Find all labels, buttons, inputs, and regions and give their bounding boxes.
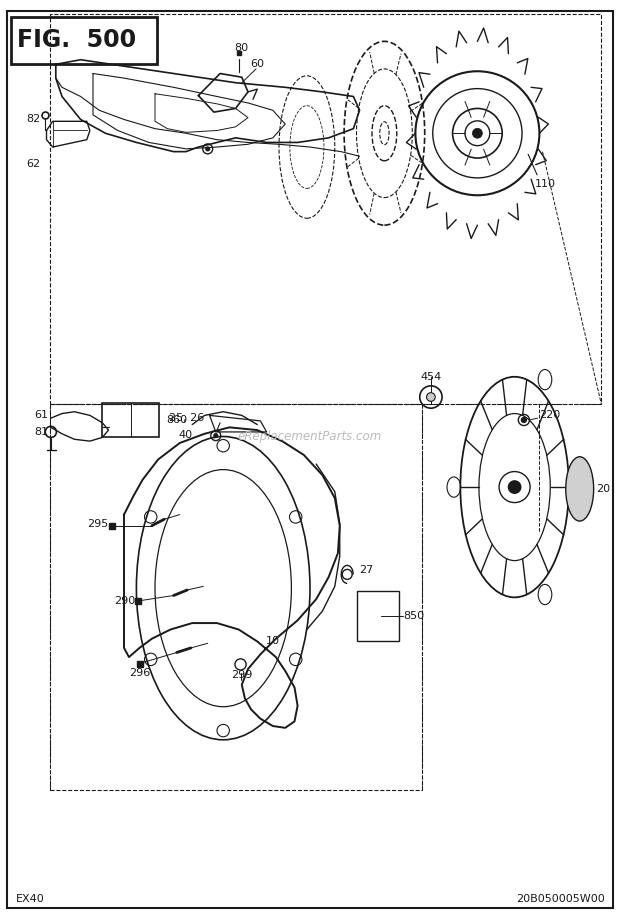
Text: eReplacementParts.com: eReplacementParts.com xyxy=(238,430,382,443)
Circle shape xyxy=(472,129,482,138)
Text: 25, 26: 25, 26 xyxy=(169,414,205,423)
Text: 20: 20 xyxy=(596,484,611,494)
Text: 295: 295 xyxy=(87,519,108,528)
Text: 20B050005W00: 20B050005W00 xyxy=(516,894,604,903)
Text: 850: 850 xyxy=(403,611,424,620)
Circle shape xyxy=(214,434,218,437)
Text: EX40: EX40 xyxy=(16,894,44,903)
Text: 290: 290 xyxy=(114,596,135,606)
Text: FIG.  500: FIG. 500 xyxy=(17,28,136,51)
Text: 82: 82 xyxy=(26,115,40,124)
Text: 40: 40 xyxy=(178,430,192,439)
Text: 81: 81 xyxy=(34,427,48,437)
Ellipse shape xyxy=(565,457,594,521)
Text: 296: 296 xyxy=(129,668,150,677)
Text: 110: 110 xyxy=(535,179,556,188)
Text: 220: 220 xyxy=(539,411,560,420)
Text: 299: 299 xyxy=(231,671,252,680)
Circle shape xyxy=(206,147,210,151)
Text: 860: 860 xyxy=(166,415,187,425)
Circle shape xyxy=(508,481,521,494)
Bar xyxy=(102,403,159,437)
Text: 61: 61 xyxy=(34,411,48,420)
Text: 60: 60 xyxy=(250,60,264,69)
Circle shape xyxy=(427,392,435,402)
Bar xyxy=(11,17,157,64)
Bar xyxy=(356,591,399,641)
Text: 80: 80 xyxy=(235,43,249,52)
Text: 454: 454 xyxy=(420,372,441,381)
Text: 62: 62 xyxy=(26,159,40,168)
Text: 27: 27 xyxy=(360,565,374,574)
Text: 10: 10 xyxy=(266,636,280,645)
Circle shape xyxy=(521,417,526,423)
